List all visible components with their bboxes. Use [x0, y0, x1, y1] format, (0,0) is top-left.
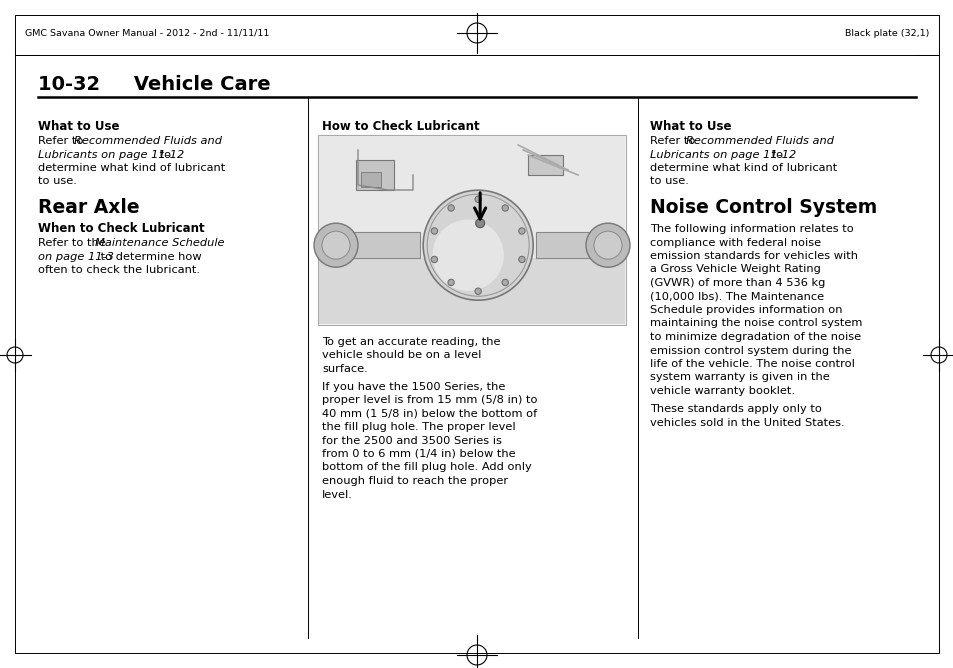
Text: (GVWR) of more than 4 536 kg: (GVWR) of more than 4 536 kg [649, 278, 824, 288]
Text: maintaining the noise control system: maintaining the noise control system [649, 319, 862, 329]
Text: often to check the lubricant.: often to check the lubricant. [38, 265, 200, 275]
Circle shape [475, 196, 481, 202]
Text: from 0 to 6 mm (1/4 in) below the: from 0 to 6 mm (1/4 in) below the [322, 449, 515, 459]
Text: What to Use: What to Use [38, 120, 119, 133]
Circle shape [585, 223, 629, 267]
Circle shape [448, 205, 454, 211]
Text: Lubricants on page 11-12: Lubricants on page 11-12 [649, 150, 796, 160]
Circle shape [594, 231, 621, 259]
Circle shape [475, 288, 481, 295]
Text: How to Check Lubricant: How to Check Lubricant [322, 120, 479, 133]
Text: When to Check Lubricant: When to Check Lubricant [38, 222, 204, 235]
Circle shape [322, 231, 350, 259]
Text: The following information relates to: The following information relates to [649, 224, 853, 234]
Text: To get an accurate reading, the: To get an accurate reading, the [322, 337, 500, 347]
Circle shape [431, 257, 437, 263]
Text: vehicles sold in the United States.: vehicles sold in the United States. [649, 418, 843, 428]
Text: Refer to: Refer to [38, 136, 87, 146]
Bar [318, 136, 624, 324]
Text: the fill plug hole. The proper level: the fill plug hole. The proper level [322, 422, 515, 432]
Text: 10-32     Vehicle Care: 10-32 Vehicle Care [38, 75, 271, 94]
Text: to: to [156, 150, 171, 160]
Text: a Gross Vehicle Weight Rating: a Gross Vehicle Weight Rating [649, 265, 820, 275]
Text: to use.: to use. [38, 176, 77, 186]
Text: Noise Control System: Noise Control System [649, 198, 877, 217]
Text: bottom of the fill plug hole. Add only: bottom of the fill plug hole. Add only [322, 462, 531, 472]
Bar [318, 257, 624, 324]
Text: GMC Savana Owner Manual - 2012 - 2nd - 11/11/11: GMC Savana Owner Manual - 2012 - 2nd - 1… [25, 29, 269, 37]
Circle shape [448, 279, 454, 286]
Text: Black plate (32,1): Black plate (32,1) [843, 29, 928, 37]
Bar [536, 232, 621, 259]
Bar [317, 135, 625, 325]
Circle shape [501, 205, 508, 211]
Text: emission standards for vehicles with: emission standards for vehicles with [649, 251, 857, 261]
Text: If you have the 1500 Series, the: If you have the 1500 Series, the [322, 381, 505, 391]
Text: Refer to: Refer to [649, 136, 699, 146]
Circle shape [432, 220, 503, 291]
Text: Recommended Fluids and: Recommended Fluids and [74, 136, 222, 146]
Text: determine what kind of lubricant: determine what kind of lubricant [38, 163, 225, 173]
Text: to minimize degradation of the noise: to minimize degradation of the noise [649, 332, 861, 342]
Text: for the 2500 and 3500 Series is: for the 2500 and 3500 Series is [322, 436, 501, 446]
Text: vehicle warranty booklet.: vehicle warranty booklet. [649, 386, 794, 396]
Text: Recommended Fluids and: Recommended Fluids and [685, 136, 833, 146]
Circle shape [431, 228, 437, 234]
Text: Lubricants on page 11-12: Lubricants on page 11-12 [38, 150, 184, 160]
Text: life of the vehicle. The noise control: life of the vehicle. The noise control [649, 359, 854, 369]
Text: emission control system during the: emission control system during the [649, 345, 851, 355]
Text: proper level is from 15 mm (5/8 in) to: proper level is from 15 mm (5/8 in) to [322, 395, 537, 405]
Circle shape [314, 223, 357, 267]
Text: to use.: to use. [649, 176, 688, 186]
Text: enough fluid to reach the proper: enough fluid to reach the proper [322, 476, 508, 486]
Text: level.: level. [322, 490, 353, 500]
Circle shape [476, 218, 484, 228]
Text: compliance with federal noise: compliance with federal noise [649, 238, 821, 248]
Text: to: to [767, 150, 782, 160]
Text: Rear Axle: Rear Axle [38, 198, 139, 217]
Text: Refer to the: Refer to the [38, 238, 110, 248]
Circle shape [518, 228, 524, 234]
Text: determine what kind of lubricant: determine what kind of lubricant [649, 163, 837, 173]
Text: system warranty is given in the: system warranty is given in the [649, 373, 829, 383]
Bar [355, 160, 394, 190]
Bar [360, 172, 380, 187]
Circle shape [518, 257, 524, 263]
Text: What to Use: What to Use [649, 120, 731, 133]
Bar [528, 155, 562, 175]
Bar [322, 232, 419, 259]
Text: These standards apply only to: These standards apply only to [649, 405, 821, 415]
Text: vehicle should be on a level: vehicle should be on a level [322, 351, 481, 361]
Circle shape [501, 279, 508, 286]
Text: 40 mm (1 5/8 in) below the bottom of: 40 mm (1 5/8 in) below the bottom of [322, 409, 537, 418]
Text: surface.: surface. [322, 364, 367, 374]
Text: Schedule provides information on: Schedule provides information on [649, 305, 841, 315]
Text: Maintenance Schedule: Maintenance Schedule [95, 238, 224, 248]
Circle shape [423, 190, 533, 300]
Text: (10,000 lbs). The Maintenance: (10,000 lbs). The Maintenance [649, 291, 823, 301]
Text: on page 11-3: on page 11-3 [38, 251, 113, 261]
Text: to determine how: to determine how [97, 251, 201, 261]
